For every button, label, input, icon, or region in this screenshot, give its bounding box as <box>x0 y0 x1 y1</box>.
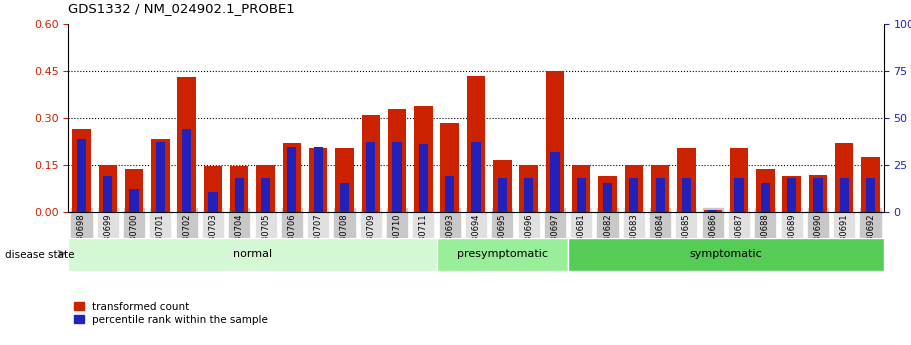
Bar <box>441 123 459 212</box>
Bar <box>282 143 302 212</box>
Bar <box>577 178 586 212</box>
Bar <box>466 76 486 212</box>
Bar <box>677 148 696 212</box>
Bar <box>708 210 717 212</box>
Bar <box>861 157 880 212</box>
Bar <box>681 178 691 212</box>
Bar <box>261 178 271 212</box>
Bar <box>650 165 670 212</box>
Bar <box>783 176 801 212</box>
Bar <box>156 142 165 212</box>
Bar <box>309 148 327 212</box>
Bar <box>497 178 507 212</box>
Bar <box>445 176 455 212</box>
Bar <box>125 169 143 212</box>
Bar <box>366 142 375 212</box>
Bar <box>335 148 353 212</box>
Bar <box>734 178 743 212</box>
Bar <box>98 165 117 212</box>
Bar <box>568 238 884 271</box>
Bar <box>814 178 823 212</box>
Bar <box>209 192 218 212</box>
Bar <box>415 106 433 212</box>
Bar <box>419 144 428 212</box>
Bar <box>178 77 196 212</box>
Bar <box>362 115 380 212</box>
Bar <box>519 165 537 212</box>
Text: GDS1332 / NM_024902.1_PROBE1: GDS1332 / NM_024902.1_PROBE1 <box>68 2 295 15</box>
Bar <box>471 142 481 212</box>
Bar <box>630 178 639 212</box>
Bar <box>204 166 222 212</box>
Bar <box>230 166 249 212</box>
Bar <box>388 109 406 212</box>
Bar <box>256 165 275 212</box>
Bar <box>313 147 322 212</box>
Bar <box>730 148 748 212</box>
Bar <box>493 160 511 212</box>
Bar <box>656 178 665 212</box>
Bar <box>761 183 770 212</box>
Text: symptomatic: symptomatic <box>690 249 763 259</box>
Bar <box>287 147 296 212</box>
Bar <box>835 143 854 212</box>
Bar <box>787 178 796 212</box>
Bar <box>72 129 91 212</box>
Bar <box>68 238 436 271</box>
Text: presymptomatic: presymptomatic <box>456 249 548 259</box>
Bar <box>866 178 875 212</box>
Bar <box>756 169 774 212</box>
Text: disease state: disease state <box>5 250 74 259</box>
Bar <box>436 238 568 271</box>
Legend: transformed count, percentile rank within the sample: transformed count, percentile rank withi… <box>74 302 268 325</box>
Bar <box>340 183 349 212</box>
Bar <box>151 139 169 212</box>
Bar <box>546 71 564 212</box>
Bar <box>809 175 827 212</box>
Bar <box>77 139 86 212</box>
Bar <box>703 210 722 212</box>
Bar <box>524 178 533 212</box>
Bar <box>625 165 643 212</box>
Bar <box>393 142 402 212</box>
Bar <box>182 129 191 212</box>
Bar <box>599 176 617 212</box>
Bar <box>129 189 138 212</box>
Bar <box>603 183 612 212</box>
Text: normal: normal <box>233 249 272 259</box>
Bar <box>235 178 244 212</box>
Bar <box>840 178 849 212</box>
Bar <box>572 165 590 212</box>
Bar <box>550 152 559 212</box>
Bar <box>103 176 112 212</box>
